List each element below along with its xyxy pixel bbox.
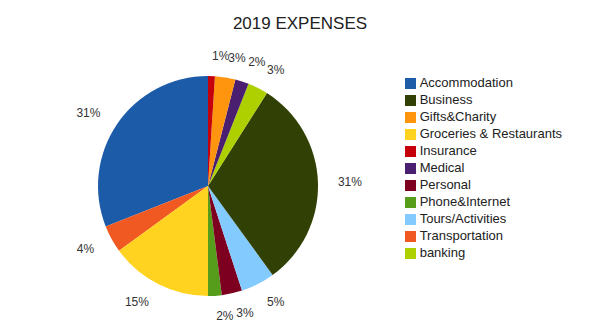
svg-text:31%: 31% xyxy=(338,175,362,189)
html-text:Insurance: Insurance xyxy=(419,143,477,158)
svg-text:1%: 1% xyxy=(212,49,230,63)
svg-text:3%: 3% xyxy=(228,51,246,65)
html-text:Gifts&Charity: Gifts&Charity xyxy=(419,109,497,124)
svg-text:3%: 3% xyxy=(236,306,254,320)
svg-text:2%: 2% xyxy=(216,309,234,323)
svg-text:3%: 3% xyxy=(267,63,285,77)
html-text:banking: banking xyxy=(419,245,466,260)
html-text:2019 EXPENSES: 2019 EXPENSES xyxy=(232,14,368,33)
svg-text:31%: 31% xyxy=(76,106,100,120)
svg-text:4%: 4% xyxy=(77,242,95,256)
html-text:Transportation: Transportation xyxy=(419,228,503,243)
svg-text:2%: 2% xyxy=(248,55,266,69)
html-text:Phone&Internet: Phone&Internet xyxy=(419,194,510,209)
svg-text:15%: 15% xyxy=(125,295,149,309)
html-text:Medical: Medical xyxy=(419,160,465,175)
html-text:Groceries & Restaurants: Groceries & Restaurants xyxy=(419,126,562,141)
html-text:Accommodation: Accommodation xyxy=(419,75,513,90)
svg-text:5%: 5% xyxy=(267,295,285,309)
html-text:Business: Business xyxy=(419,92,473,107)
html-text:Personal: Personal xyxy=(419,177,471,192)
html-text:Tours/Activities: Tours/Activities xyxy=(419,211,507,226)
